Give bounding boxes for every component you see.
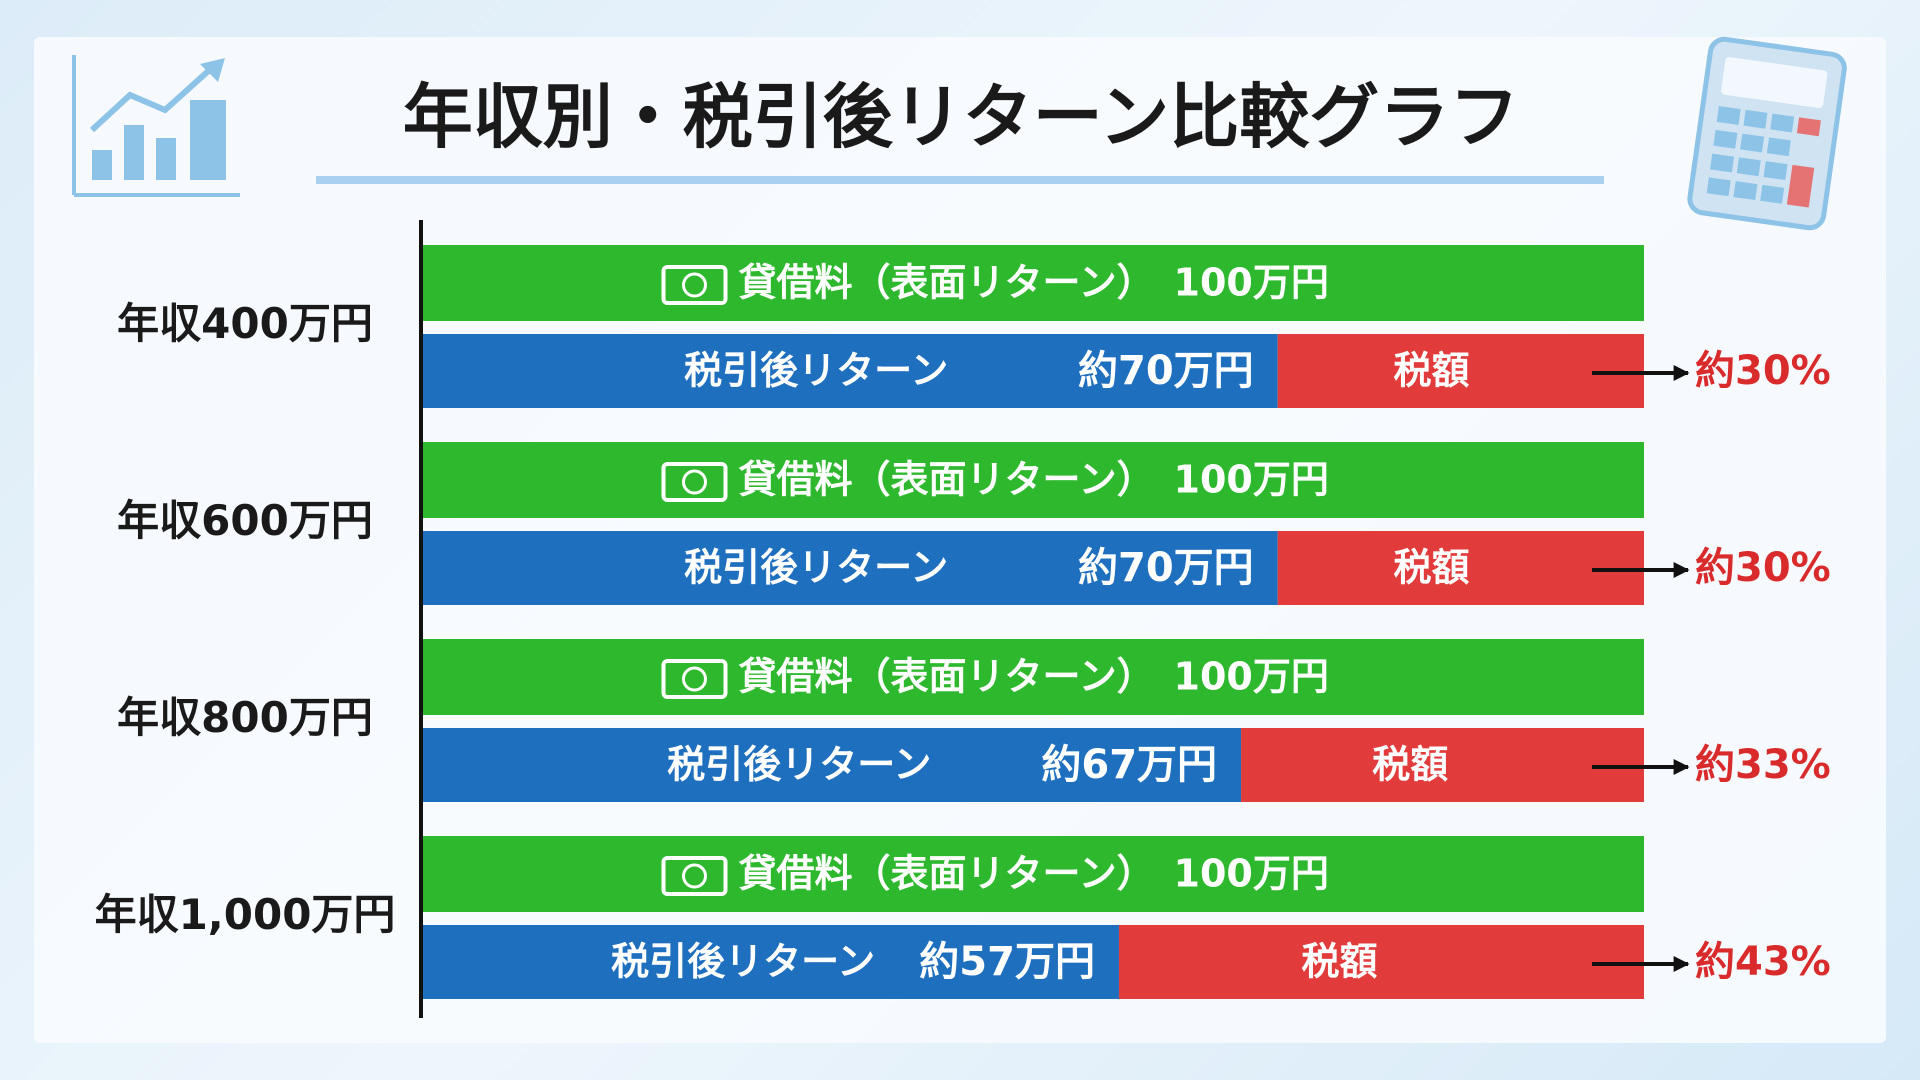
value-label: 約67万円 <box>1041 742 1217 788</box>
bar-segment <box>1277 334 1644 408</box>
bar-segment <box>423 334 1278 408</box>
series-name: 税額 <box>1301 940 1377 984</box>
series-name: 税引後リターン <box>611 940 875 984</box>
bar-segment <box>423 925 1119 999</box>
bar <box>423 836 1644 912</box>
bar <box>423 245 1644 321</box>
money-icon <box>661 659 728 699</box>
value-label: 100万円 <box>1174 458 1329 502</box>
money-icon-coin <box>682 863 707 889</box>
money-icon <box>661 265 728 305</box>
value-label: 約33% <box>1695 742 1831 788</box>
value-label: 100万円 <box>1174 261 1329 305</box>
series-name: 貸借料（表面リターン） <box>739 458 1155 502</box>
bar-segment <box>1241 728 1644 802</box>
calculator-icon <box>1687 36 1847 231</box>
money-icon-coin <box>682 272 707 298</box>
series-name: 貸借料（表面リターン） <box>739 261 1155 305</box>
bar-segment <box>423 728 1242 802</box>
value-label: 約43% <box>1695 939 1831 985</box>
series-name: 税額 <box>1394 546 1470 590</box>
bar-segment <box>1118 925 1644 999</box>
category-label: 年収1,000万円 <box>95 890 396 939</box>
money-icon-body <box>661 856 728 896</box>
series-name: 税額 <box>1394 349 1470 393</box>
value-label: 約57万円 <box>919 939 1095 985</box>
category-label: 年収600万円 <box>117 496 373 545</box>
chart-icon <box>72 55 240 197</box>
money-icon-body <box>661 265 728 305</box>
series-name: 税引後リターン <box>667 743 931 787</box>
value-label: 100万円 <box>1174 655 1329 699</box>
value-label: 約70万円 <box>1078 348 1254 394</box>
series-name: 税引後リターン <box>684 349 948 393</box>
value-label: 約70万円 <box>1078 545 1254 591</box>
value-label: 約30% <box>1695 348 1831 394</box>
value-label: 100万円 <box>1174 852 1329 896</box>
category-label: 年収800万円 <box>117 693 373 742</box>
money-icon <box>661 462 728 502</box>
title-underline <box>316 176 1604 184</box>
money-icon <box>661 856 728 896</box>
bar-segment <box>1277 531 1644 605</box>
money-icon-coin <box>682 666 707 692</box>
money-icon-body <box>661 462 728 502</box>
bar <box>423 442 1644 518</box>
bar-segment <box>423 531 1278 605</box>
category-label: 年収400万円 <box>117 299 373 348</box>
value-label: 約30% <box>1695 545 1831 591</box>
series-name: 貸借料（表面リターン） <box>739 655 1155 699</box>
bar <box>423 639 1644 715</box>
chart-title: 年収別・税引後リターン比較グラフ <box>403 76 1520 158</box>
money-icon-body <box>661 659 728 699</box>
money-icon-coin <box>682 469 707 495</box>
series-name: 貸借料（表面リターン） <box>739 852 1155 896</box>
series-name: 税引後リターン <box>684 546 948 590</box>
series-name: 税額 <box>1372 743 1448 787</box>
